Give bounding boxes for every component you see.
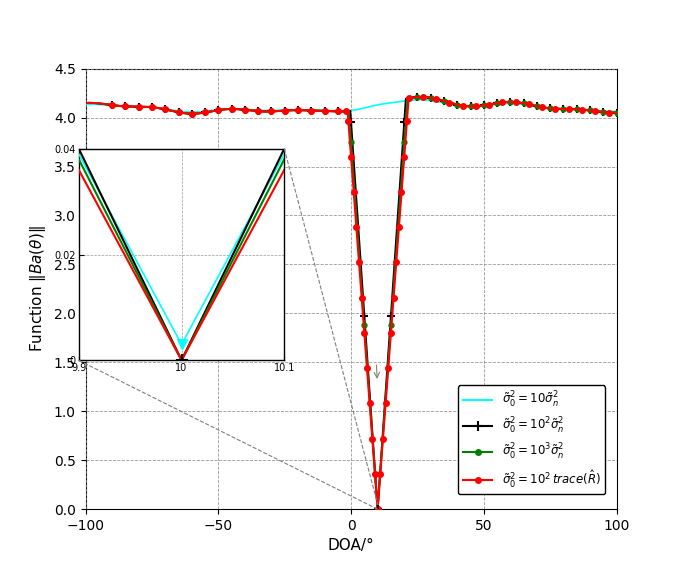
X-axis label: DOA/°: DOA/°	[327, 538, 375, 553]
Y-axis label: Function $\|Ba(\theta)\|$: Function $\|Ba(\theta)\|$	[28, 225, 49, 352]
Legend: $\tilde{\sigma}_0^2=10\tilde{\sigma}_n^2$, $\tilde{\sigma}_0^2=10^2\tilde{\sigma: $\tilde{\sigma}_0^2=10\tilde{\sigma}_n^2…	[458, 386, 606, 494]
